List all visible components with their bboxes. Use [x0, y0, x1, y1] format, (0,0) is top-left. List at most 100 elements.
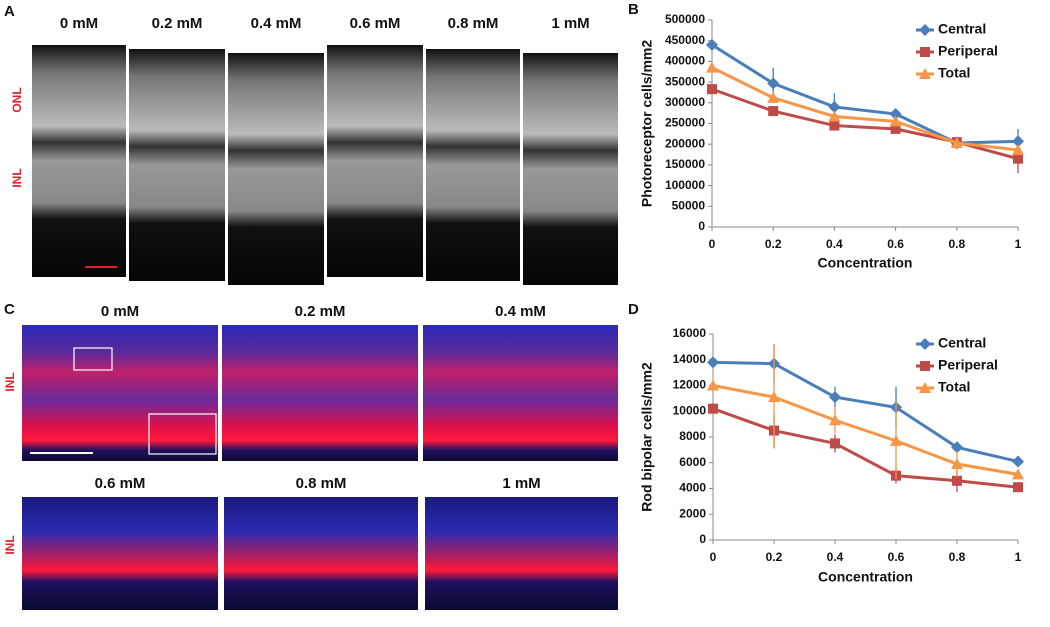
condition-label: 0.4 mM — [495, 303, 546, 320]
data-point — [829, 414, 841, 426]
micrograph — [423, 325, 618, 461]
data-point — [828, 110, 841, 122]
y-tick-label: 8000 — [679, 429, 706, 443]
data-point — [890, 434, 902, 446]
data-point — [951, 458, 963, 470]
data-point — [1012, 135, 1024, 148]
data-point — [1013, 482, 1023, 493]
condition-label: 0.6 mM — [350, 15, 401, 32]
data-point — [707, 84, 717, 95]
condition-label: 0.2 mM — [152, 15, 203, 32]
y-tick-label: 12000 — [673, 378, 707, 392]
y-tick-label: 4000 — [679, 481, 706, 495]
panel-label: D — [628, 301, 639, 318]
data-point — [952, 475, 962, 486]
micrograph — [425, 497, 618, 610]
data-point — [830, 438, 840, 449]
y-tick-label: 50000 — [672, 198, 706, 212]
micrograph — [129, 49, 225, 281]
data-point — [951, 441, 963, 454]
y-tick-label: 500000 — [665, 12, 705, 26]
y-tick-label: 350000 — [665, 74, 705, 88]
condition-label: 0.8 mM — [296, 475, 347, 492]
micrograph — [224, 497, 418, 610]
series-line — [712, 384, 1019, 476]
x-tick-label: 0.8 — [948, 237, 965, 251]
y-axis-title: Rod bipolar cells/mm2 — [639, 362, 655, 512]
data-point — [1013, 153, 1023, 164]
condition-label: 0.4 mM — [251, 15, 302, 32]
x-tick-label: 0.8 — [949, 550, 966, 564]
condition-label: 0.6 mM — [95, 475, 146, 492]
x-tick-label: 0.4 — [827, 550, 844, 564]
data-point — [767, 77, 780, 90]
y-tick-label: 0 — [698, 219, 705, 233]
x-axis-title: Concentration — [818, 569, 913, 585]
panel-label: C — [4, 301, 15, 318]
data-point — [829, 391, 841, 404]
legend-label: Central — [938, 21, 986, 37]
series-line — [712, 407, 1019, 489]
y-tick-label: 150000 — [665, 157, 705, 171]
micrograph — [426, 49, 520, 281]
micrograph — [32, 45, 126, 277]
y-tick-label: 14000 — [673, 352, 707, 366]
panel-label: B — [628, 1, 639, 18]
legend-label: Periperal — [938, 357, 998, 373]
legend-label: Central — [938, 335, 986, 351]
data-point — [890, 123, 901, 134]
inset-box — [73, 347, 113, 371]
condition-label: 1 mM — [551, 15, 589, 32]
y-tick-label: 250000 — [665, 116, 705, 130]
condition-label: 0.8 mM — [448, 15, 499, 32]
data-point — [706, 61, 718, 73]
series-line — [712, 360, 1019, 463]
x-tick-label: 1 — [1015, 237, 1022, 251]
y-tick-label: 2000 — [679, 506, 706, 520]
condition-label: 0 mM — [60, 15, 98, 32]
layer-label: INL — [10, 168, 24, 187]
data-point — [1012, 468, 1024, 480]
y-tick-label: 100000 — [665, 178, 705, 192]
condition-label: 0.2 mM — [295, 303, 346, 320]
micrograph — [327, 45, 423, 277]
data-point — [707, 379, 719, 391]
legend-marker — [919, 68, 931, 79]
condition-label: 0 mM — [101, 303, 139, 320]
legend-label: Total — [938, 65, 970, 81]
data-point — [950, 136, 963, 148]
y-tick-label: 300000 — [665, 95, 705, 109]
data-point — [768, 106, 779, 117]
y-tick-label: 400000 — [665, 54, 705, 68]
data-point — [767, 91, 780, 103]
legend-marker — [919, 338, 931, 350]
x-tick-label: 1 — [1015, 550, 1022, 564]
micrograph — [22, 325, 218, 461]
legend-marker — [919, 382, 931, 393]
x-tick-label: 0.4 — [826, 237, 843, 251]
y-tick-label: 6000 — [679, 455, 706, 469]
series-line — [711, 87, 1019, 161]
micrograph — [228, 53, 324, 285]
panel-label: A — [4, 3, 15, 20]
x-tick-label: 0.2 — [765, 237, 782, 251]
y-tick-label: 16000 — [673, 326, 707, 340]
data-point — [889, 107, 902, 120]
layer-label: INL — [3, 535, 17, 554]
layer-label: ONL — [10, 87, 24, 112]
micrograph — [523, 53, 618, 285]
x-tick-label: 0 — [710, 550, 717, 564]
y-axis-title: Photoreceptor cells/mm2 — [639, 40, 655, 207]
legend-marker — [919, 24, 931, 36]
y-tick-label: 450000 — [665, 33, 705, 47]
micrograph — [222, 325, 418, 461]
y-tick-label: 10000 — [673, 403, 707, 417]
data-point — [768, 391, 780, 403]
data-point — [707, 356, 719, 369]
data-point — [1012, 143, 1024, 155]
data-point — [889, 115, 902, 127]
legend-label: Total — [938, 379, 970, 395]
data-point — [1012, 455, 1024, 468]
x-axis-title: Concentration — [818, 255, 913, 271]
data-point — [706, 38, 718, 51]
